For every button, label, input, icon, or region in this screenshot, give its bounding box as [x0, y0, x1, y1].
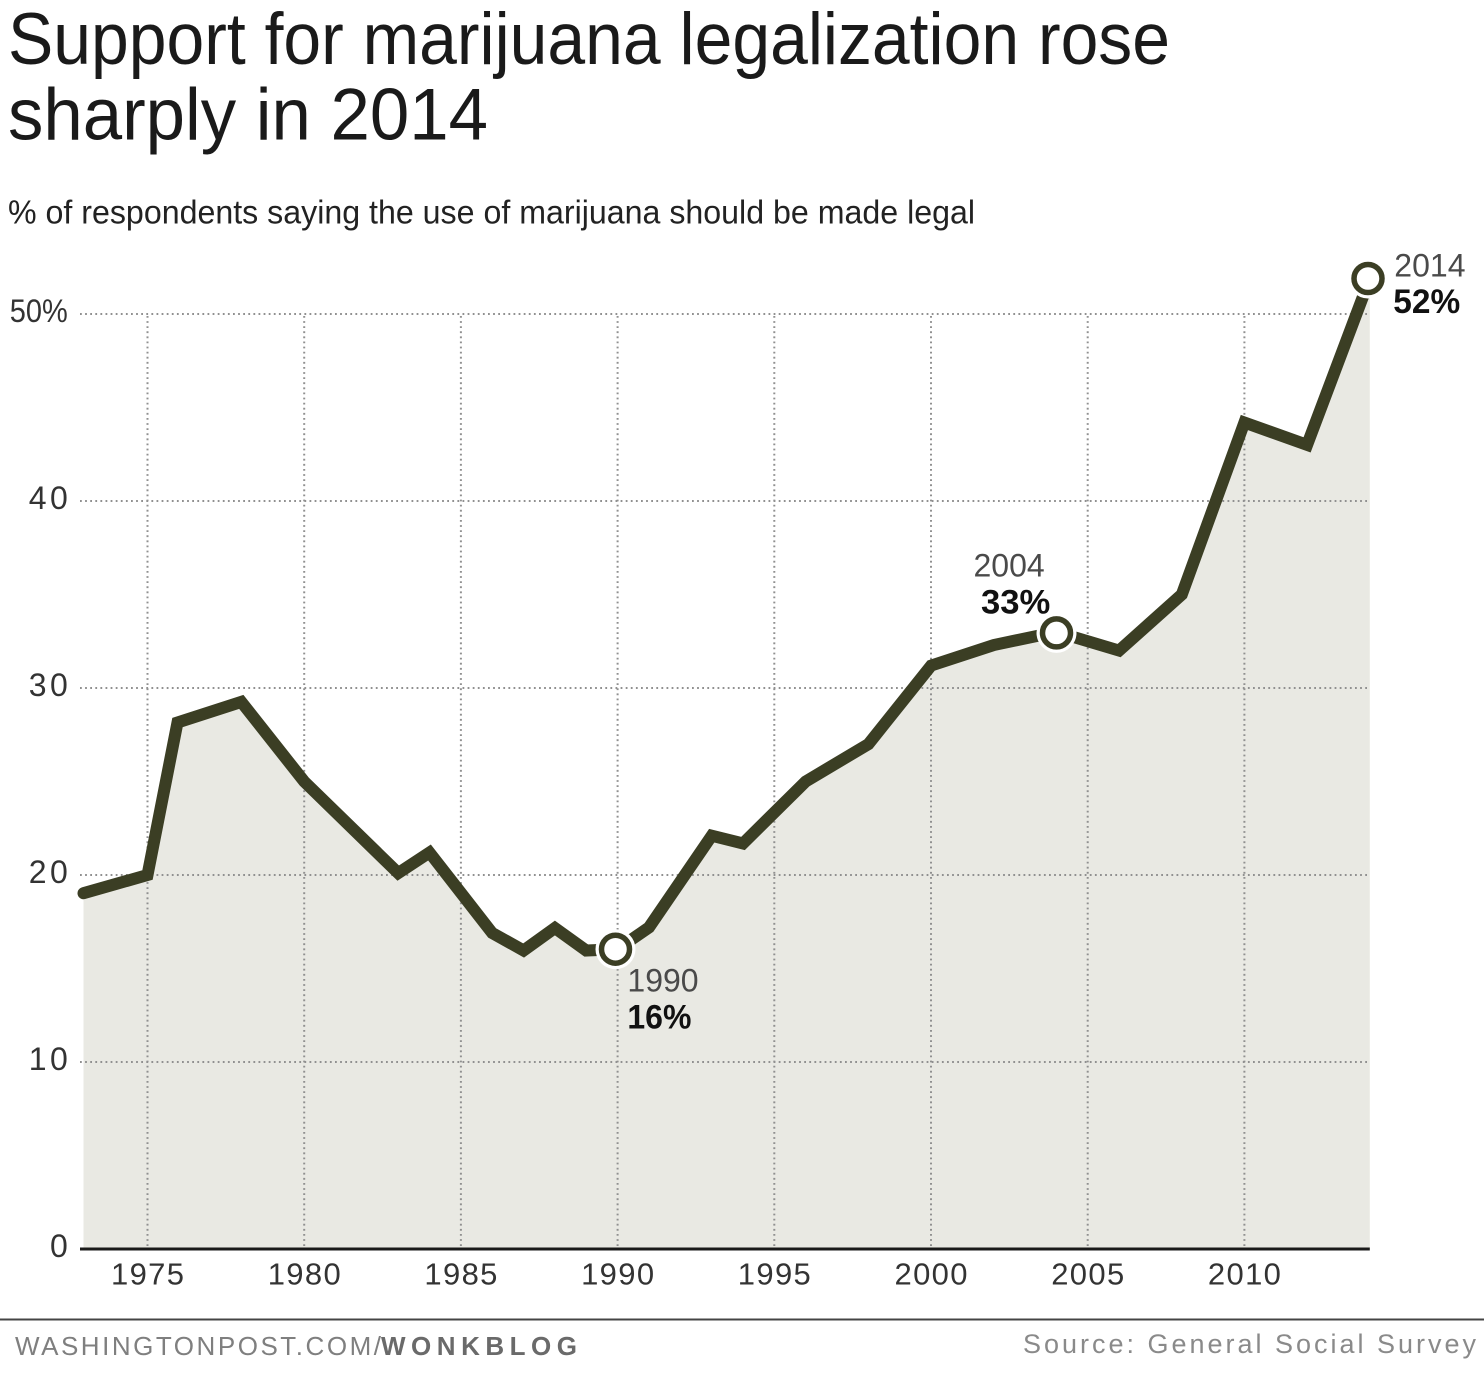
- svg-text:1985: 1985: [424, 1257, 497, 1292]
- svg-text:2005: 2005: [1051, 1257, 1124, 1292]
- svg-text:1990: 1990: [581, 1257, 654, 1292]
- svg-text:52%: 52%: [1393, 283, 1460, 321]
- svg-text:Source: General Social Survey: Source: General Social Survey: [1023, 1329, 1477, 1359]
- svg-text:1980: 1980: [268, 1257, 341, 1292]
- svg-text:33%: 33%: [981, 584, 1050, 622]
- svg-text:1975: 1975: [111, 1257, 184, 1292]
- svg-text:2010: 2010: [1208, 1257, 1281, 1292]
- svg-text:2004: 2004: [974, 548, 1045, 584]
- svg-text:2014: 2014: [1394, 248, 1465, 284]
- svg-text:sharply in 2014: sharply in 2014: [8, 75, 488, 156]
- svg-text:WASHINGTONPOST.COM/: WASHINGTONPOST.COM/: [15, 1331, 382, 1361]
- svg-text:WONKBLOG: WONKBLOG: [381, 1331, 577, 1361]
- svg-text:1990: 1990: [627, 962, 698, 998]
- svg-text:16%: 16%: [627, 998, 691, 1036]
- svg-text:0: 0: [50, 1228, 68, 1264]
- svg-text:50%: 50%: [10, 293, 68, 329]
- svg-text:Support for marijuana legaliza: Support for marijuana legalization rose: [8, 0, 1170, 80]
- svg-text:% of respondents saying the us: % of respondents saying the use of marij…: [8, 194, 975, 231]
- svg-text:1995: 1995: [738, 1257, 811, 1292]
- svg-text:2000: 2000: [895, 1257, 968, 1292]
